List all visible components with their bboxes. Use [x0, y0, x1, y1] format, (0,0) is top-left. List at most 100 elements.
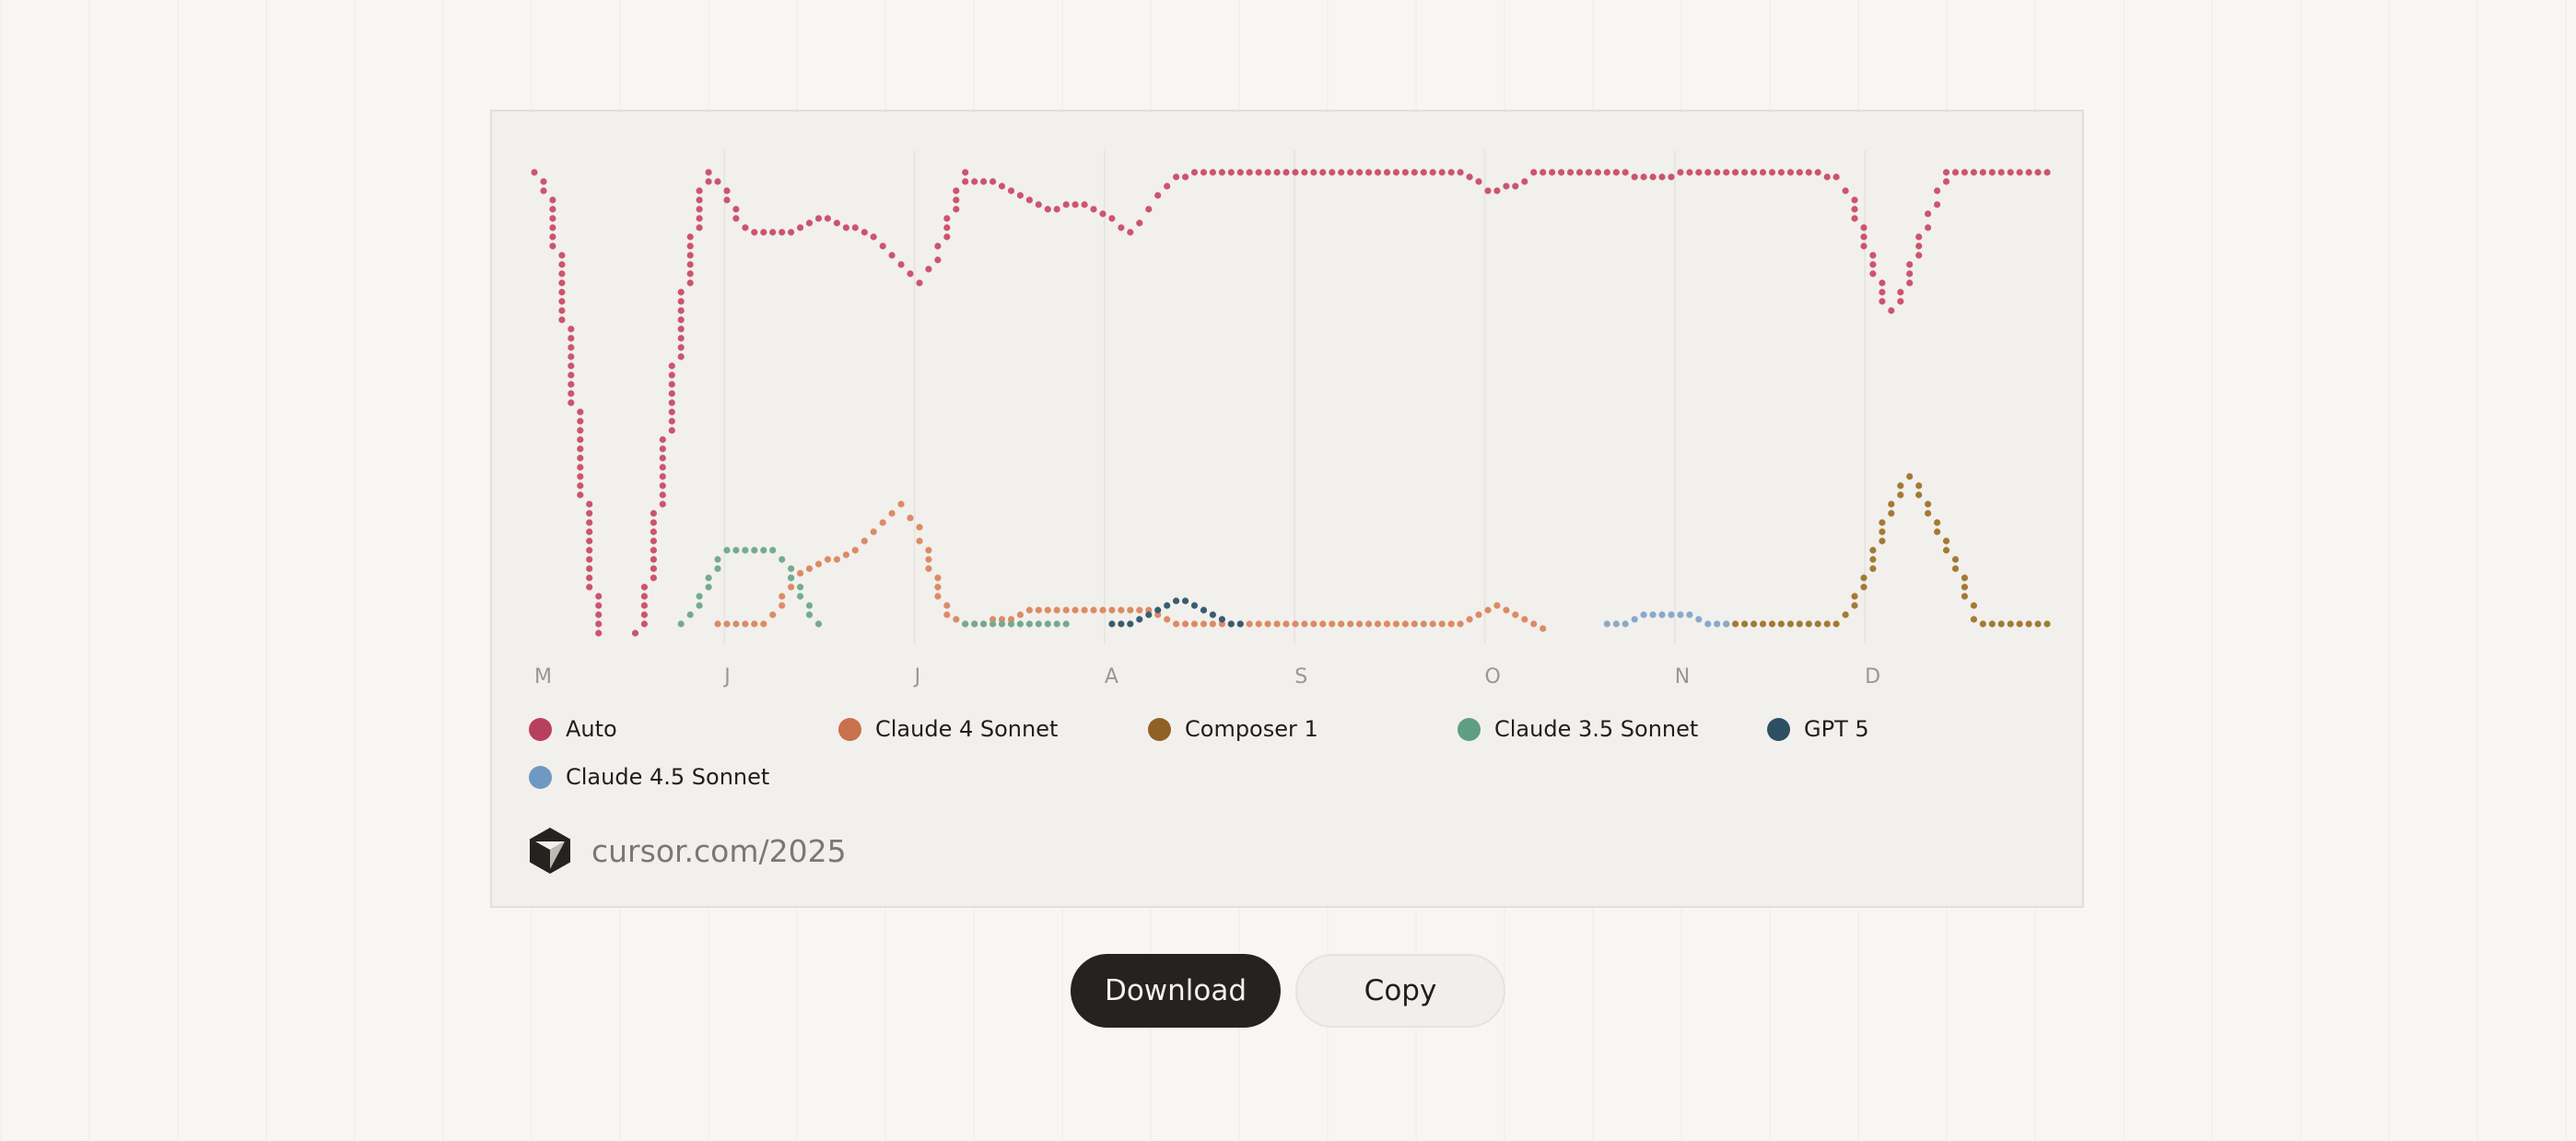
series-5 [1603, 611, 1730, 628]
data-point [824, 556, 831, 563]
data-point [1099, 210, 1107, 218]
data-point [1053, 206, 1060, 213]
data-point [1347, 169, 1354, 176]
data-point [1704, 620, 1712, 628]
data-point [1925, 500, 1932, 508]
data-point [1768, 169, 1776, 176]
data-point [696, 187, 703, 194]
data-point [1988, 169, 1996, 176]
data-point [659, 491, 666, 499]
data-point [1997, 169, 2005, 176]
x-tick-label: D [1865, 665, 1880, 688]
data-point [1016, 611, 1024, 618]
data-point [686, 261, 694, 268]
data-point [1273, 620, 1281, 628]
data-point [1007, 620, 1015, 628]
data-point [1264, 620, 1271, 628]
data-point [1897, 298, 1904, 305]
data-point [1457, 169, 1464, 176]
data-point [650, 547, 657, 554]
data-point [1190, 602, 1199, 609]
copy-button[interactable]: Copy [1295, 954, 1505, 1028]
data-point [870, 233, 877, 241]
data-point [943, 611, 951, 618]
data-point [1365, 169, 1373, 176]
data-point [705, 178, 712, 185]
data-point [1218, 620, 1225, 628]
data-point [1942, 547, 1950, 554]
series-1 [714, 500, 1547, 632]
data-point [1777, 169, 1785, 176]
data-point [962, 169, 969, 176]
data-point [1860, 583, 1868, 591]
data-point [595, 593, 603, 600]
data-point [1860, 574, 1868, 582]
data-point [1200, 169, 1208, 176]
data-point [1961, 583, 1968, 591]
data-point [1200, 620, 1208, 628]
data-point [1814, 620, 1821, 628]
data-point [962, 178, 969, 185]
data-point [1438, 169, 1446, 176]
data-point [916, 279, 923, 287]
data-point [1869, 565, 1877, 572]
data-point [1796, 169, 1803, 176]
data-point [1420, 620, 1427, 628]
data-point [1823, 620, 1831, 628]
data-point [1915, 252, 1923, 259]
data-point [1540, 625, 1547, 632]
data-point [779, 602, 786, 609]
data-point [631, 629, 639, 637]
data-point [650, 574, 657, 582]
data-point [1466, 616, 1473, 623]
data-point [2034, 620, 2042, 628]
data-point [861, 229, 868, 236]
data-point [1164, 616, 1171, 623]
data-point [1044, 206, 1051, 213]
download-button[interactable]: Download [1071, 954, 1281, 1028]
data-point [1292, 169, 1299, 176]
data-point [696, 196, 703, 204]
data-point [1640, 173, 1647, 181]
data-point [1310, 169, 1317, 176]
data-point [2025, 169, 2032, 176]
data-point [1282, 169, 1290, 176]
data-point [1173, 173, 1180, 181]
data-point [1484, 187, 1492, 194]
data-point [568, 362, 575, 370]
x-tick-label: S [1294, 665, 1307, 688]
data-point [1768, 620, 1776, 628]
data-point [732, 620, 740, 628]
data-point [1209, 169, 1216, 176]
data-point [1255, 169, 1262, 176]
data-point [814, 215, 823, 222]
data-point [1777, 620, 1785, 628]
legend-swatch [529, 765, 552, 789]
data-point [1136, 606, 1143, 614]
legend-swatch [1458, 717, 1481, 741]
data-point [1136, 616, 1143, 623]
data-point [1869, 270, 1877, 277]
data-point [1007, 616, 1015, 623]
data-point [971, 620, 978, 628]
data-point [1751, 620, 1758, 628]
data-point [980, 620, 988, 628]
legend-swatch [529, 717, 552, 741]
data-point [1961, 574, 1968, 582]
data-point [1200, 606, 1208, 614]
data-point [1329, 620, 1336, 628]
data-point [568, 344, 575, 351]
data-point [640, 620, 648, 628]
data-point [1127, 229, 1134, 236]
data-point [1145, 611, 1153, 618]
data-point [696, 602, 703, 609]
data-point [1190, 169, 1199, 176]
data-point [1127, 620, 1134, 628]
data-point [1493, 187, 1501, 194]
data-point [1869, 252, 1877, 259]
data-point [1612, 620, 1620, 628]
data-point [1374, 620, 1382, 628]
x-tick-label: J [722, 665, 731, 688]
data-point [1044, 620, 1051, 628]
